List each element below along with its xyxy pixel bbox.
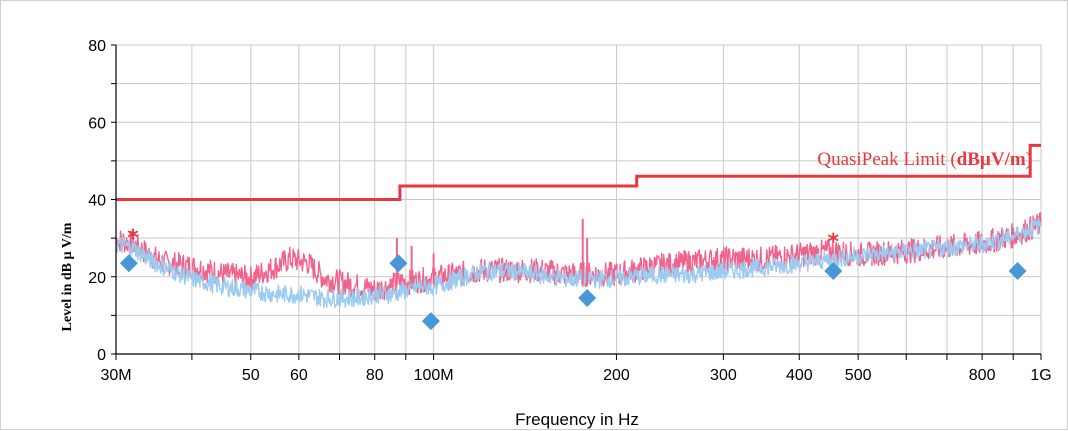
y-tick-label: 0 — [97, 347, 106, 364]
x-axis-title: Frequency in Hz — [515, 410, 639, 429]
y-tick-label: 80 — [88, 38, 106, 55]
final-measurement-marker — [389, 254, 408, 273]
x-tick-label: 400 — [786, 367, 813, 384]
x-tick-label: 100M — [414, 367, 454, 384]
y-axis-title: Level in dB µ V/m — [60, 222, 75, 331]
x-tick-label: 50 — [242, 367, 260, 384]
scan-traces — [115, 212, 1042, 308]
y-tick-label: 40 — [88, 193, 106, 210]
x-tick-label: 300 — [710, 367, 737, 384]
x-tick-label: 80 — [366, 367, 384, 384]
peak-marker: * — [828, 230, 840, 255]
axes — [111, 44, 1042, 360]
limit-label-unit: dBµV/m — [957, 149, 1026, 170]
limit-label: QuasiPeak Limit (dBµV/m) — [817, 149, 1032, 170]
limit-label-text: QuasiPeak Limit ( — [817, 149, 956, 170]
x-tick-label: 800 — [969, 367, 996, 384]
final-measurement-marker — [421, 312, 440, 331]
limit-line — [116, 143, 1041, 201]
x-tick-label: 30M — [100, 367, 131, 384]
x-tick-label: 60 — [290, 367, 308, 384]
final-measurement-marker — [119, 254, 138, 273]
average-scan-trace — [115, 217, 1042, 308]
y-tick-label: 60 — [88, 115, 106, 132]
x-tick-label: 500 — [845, 367, 872, 384]
measurement-marks: * * — [119, 226, 1027, 331]
tick-labels: 0 20 40 60 80 30M 50 60 80 100M 200 300 400 500 800 1G — [88, 38, 1051, 384]
x-tick-label: 1G — [1030, 367, 1051, 384]
x-tick-label: 200 — [603, 367, 630, 384]
final-measurement-marker — [1008, 261, 1027, 280]
final-measurement-marker — [824, 261, 843, 280]
limit-group — [116, 143, 1041, 201]
y-tick-label: 20 — [88, 270, 106, 287]
final-measurement-marker — [578, 288, 597, 307]
peak-marker: * — [127, 226, 139, 251]
limit-label-close: ) — [1026, 149, 1032, 170]
